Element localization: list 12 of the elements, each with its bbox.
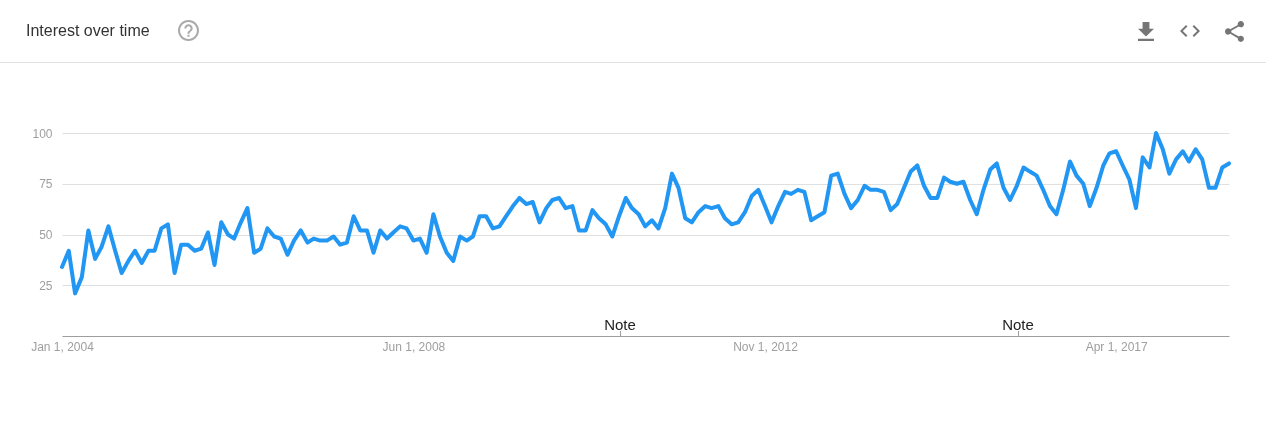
x-tick-label: Jun 1, 2008 <box>382 339 446 354</box>
line-series <box>60 131 1231 296</box>
y-tick-label: 100 <box>32 126 53 141</box>
annotation: Note <box>604 316 636 333</box>
y-tick-label: 25 <box>39 278 53 293</box>
y-tick-label: 75 <box>39 177 53 192</box>
annotation: Note <box>1002 316 1034 333</box>
x-tick-label: Jan 1, 2004 <box>31 339 95 354</box>
x-tick-label: Apr 1, 2017 <box>1085 339 1148 354</box>
y-tick-label: 50 <box>39 228 53 242</box>
chart-title: Interest over time <box>26 21 150 41</box>
x-tick-label: Nov 1, 2012 <box>733 339 799 354</box>
